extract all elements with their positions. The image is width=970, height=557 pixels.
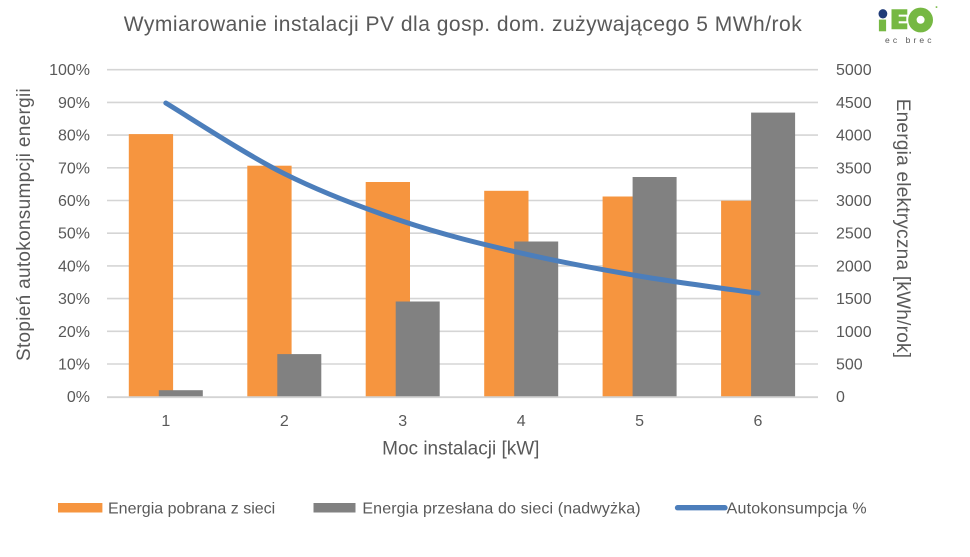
svg-text:50%: 50% xyxy=(58,226,90,243)
svg-text:80%: 80% xyxy=(58,128,90,145)
svg-text:3000: 3000 xyxy=(836,193,872,210)
svg-text:2000: 2000 xyxy=(836,258,872,275)
svg-text:Autokonsumpcja %: Autokonsumpcja % xyxy=(727,500,867,517)
svg-text:90%: 90% xyxy=(58,95,90,112)
svg-text:Energia pobrana z sieci: Energia pobrana z sieci xyxy=(108,500,275,517)
svg-text:1: 1 xyxy=(161,413,170,430)
svg-text:4500: 4500 xyxy=(836,95,872,112)
svg-text:30%: 30% xyxy=(58,291,90,308)
svg-text:40%: 40% xyxy=(58,258,90,275)
svg-text:100%: 100% xyxy=(49,62,90,79)
svg-text:3500: 3500 xyxy=(836,160,872,177)
svg-text:Wymiarowanie instalacji PV dla: Wymiarowanie instalacji PV dla gosp. dom… xyxy=(124,13,802,36)
svg-text:1500: 1500 xyxy=(836,291,872,308)
svg-text:5: 5 xyxy=(635,413,644,430)
svg-text:0%: 0% xyxy=(67,389,90,406)
svg-text:4000: 4000 xyxy=(836,128,872,145)
svg-text:60%: 60% xyxy=(58,193,90,210)
svg-text:6: 6 xyxy=(754,413,763,430)
svg-text:70%: 70% xyxy=(58,160,90,177)
svg-text:0: 0 xyxy=(836,389,845,406)
svg-text:Stopień autokonsumpcji energii: Stopień autokonsumpcji energii xyxy=(14,88,35,361)
svg-text:2500: 2500 xyxy=(836,226,872,243)
svg-text:10%: 10% xyxy=(58,357,90,374)
svg-text:20%: 20% xyxy=(58,324,90,341)
svg-text:Energia przesłana do sieci (na: Energia przesłana do sieci (nadwyżka) xyxy=(362,500,640,517)
svg-text:3: 3 xyxy=(398,413,407,430)
svg-text:2: 2 xyxy=(280,413,289,430)
svg-text:5000: 5000 xyxy=(836,62,872,79)
svg-text:Energia elektryczna [kWh/rok]: Energia elektryczna [kWh/rok] xyxy=(892,99,913,359)
svg-text:1000: 1000 xyxy=(836,324,872,341)
svg-text:Moc instalacji [kW]: Moc instalacji [kW] xyxy=(382,439,539,460)
svg-text:ec brec: ec brec xyxy=(885,35,935,45)
svg-text:4: 4 xyxy=(517,413,526,430)
svg-text:500: 500 xyxy=(836,357,863,374)
